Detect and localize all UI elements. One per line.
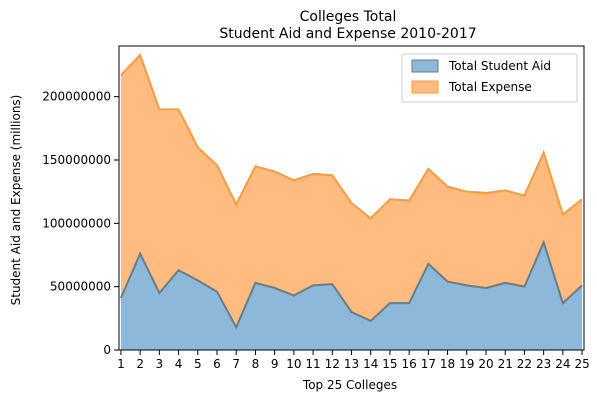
- x-tick-label: 16: [402, 357, 417, 371]
- x-tick-label: 8: [252, 357, 260, 371]
- x-tick-label: 7: [232, 357, 240, 371]
- y-tick-label: 150000000: [42, 153, 111, 167]
- x-tick-label: 4: [175, 357, 183, 371]
- y-axis-label: Student Aid and Expense (millions): [9, 95, 23, 306]
- x-tick-label: 21: [498, 357, 513, 371]
- legend-label: Total Student Aid: [448, 59, 551, 73]
- legend-swatch: [411, 59, 439, 73]
- series-total-student-aid-area: [120, 242, 583, 350]
- x-axis-label: Top 25 Colleges: [302, 378, 397, 392]
- x-tick-label: 6: [213, 357, 221, 371]
- y-tick-label: 100000000: [42, 216, 111, 230]
- chart-subtitle: Student Aid and Expense 2010-2017: [219, 26, 476, 42]
- chart-title: Colleges Total: [300, 9, 397, 25]
- x-tick-label: 18: [440, 357, 455, 371]
- x-tick-label: 3: [156, 357, 164, 371]
- x-tick-label: 24: [555, 357, 570, 371]
- series-total-student-aid-line: [120, 239, 583, 330]
- x-tick-label: 23: [536, 357, 551, 371]
- series-total-expense-line: [120, 52, 583, 220]
- series-total-expense-area: [120, 54, 583, 328]
- legend: Total Student Aid Total Expense: [401, 53, 578, 103]
- x-tick-label: 22: [517, 357, 532, 371]
- plot-area: [120, 52, 583, 350]
- x-tick-label: 20: [478, 357, 493, 371]
- y-tick-label: 0: [103, 343, 111, 357]
- x-tick-label: 14: [363, 357, 378, 371]
- y-tick-label: 200000000: [42, 90, 111, 104]
- x-tick-label: 25: [574, 357, 589, 371]
- x-tick-label: 12: [325, 357, 340, 371]
- x-tick-label: 9: [271, 357, 279, 371]
- x-tick-label: 17: [421, 357, 436, 371]
- x-tick-label: 1: [117, 357, 125, 371]
- x-tick-label: 11: [305, 357, 320, 371]
- x-tick-label: 5: [194, 357, 202, 371]
- y-tick-label: 50000000: [50, 280, 111, 294]
- x-tick-label: 15: [382, 357, 397, 371]
- x-tick-label: 13: [344, 357, 359, 371]
- x-tick-label: 10: [286, 357, 301, 371]
- x-tick-label: 19: [459, 357, 474, 371]
- legend-swatch: [411, 80, 439, 94]
- legend-box: [401, 53, 578, 103]
- x-tick-label: 2: [136, 357, 144, 371]
- legend-label: Total Expense: [448, 80, 532, 94]
